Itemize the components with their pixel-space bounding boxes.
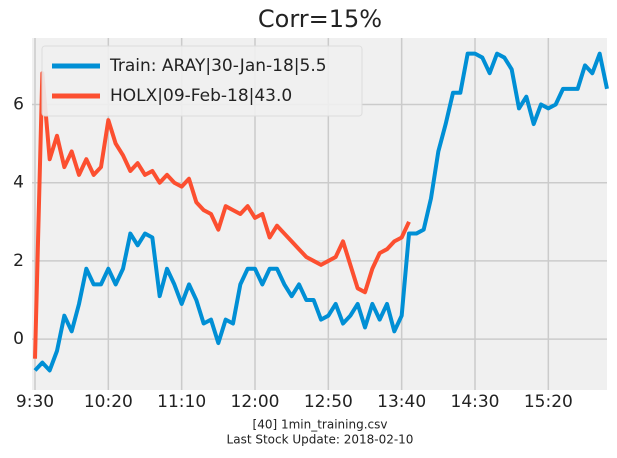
legend-label: HOLX|09-Feb-18|43.0 [110,86,292,106]
x-tick-label: 15:20 [524,392,573,412]
x-tick-label: 11:10 [157,392,206,412]
x-tick-label: 9:30 [16,392,54,412]
x-tick-label: 13:40 [377,392,426,412]
y-tick-label: 0 [13,329,24,349]
y-tick-label: 6 [13,94,24,114]
y-tick-label: 2 [13,251,24,271]
footer-line: [40] 1min_training.csv [253,418,388,432]
legend-box [41,45,363,117]
line-series [33,51,609,373]
chart-title: Corr=15% [258,5,382,33]
legend-label: Train: ARAY|30-Jan-18|5.5 [109,56,327,76]
x-tick-label: 10:20 [84,392,133,412]
line-series [33,71,411,359]
x-tick-label: 14:30 [451,392,500,412]
x-tick-label: 12:00 [231,392,280,412]
y-tick-label: 4 [13,173,24,193]
x-tick-label: 12:50 [304,392,353,412]
footer-line: Last Stock Update: 2018-02-10 [227,433,414,447]
